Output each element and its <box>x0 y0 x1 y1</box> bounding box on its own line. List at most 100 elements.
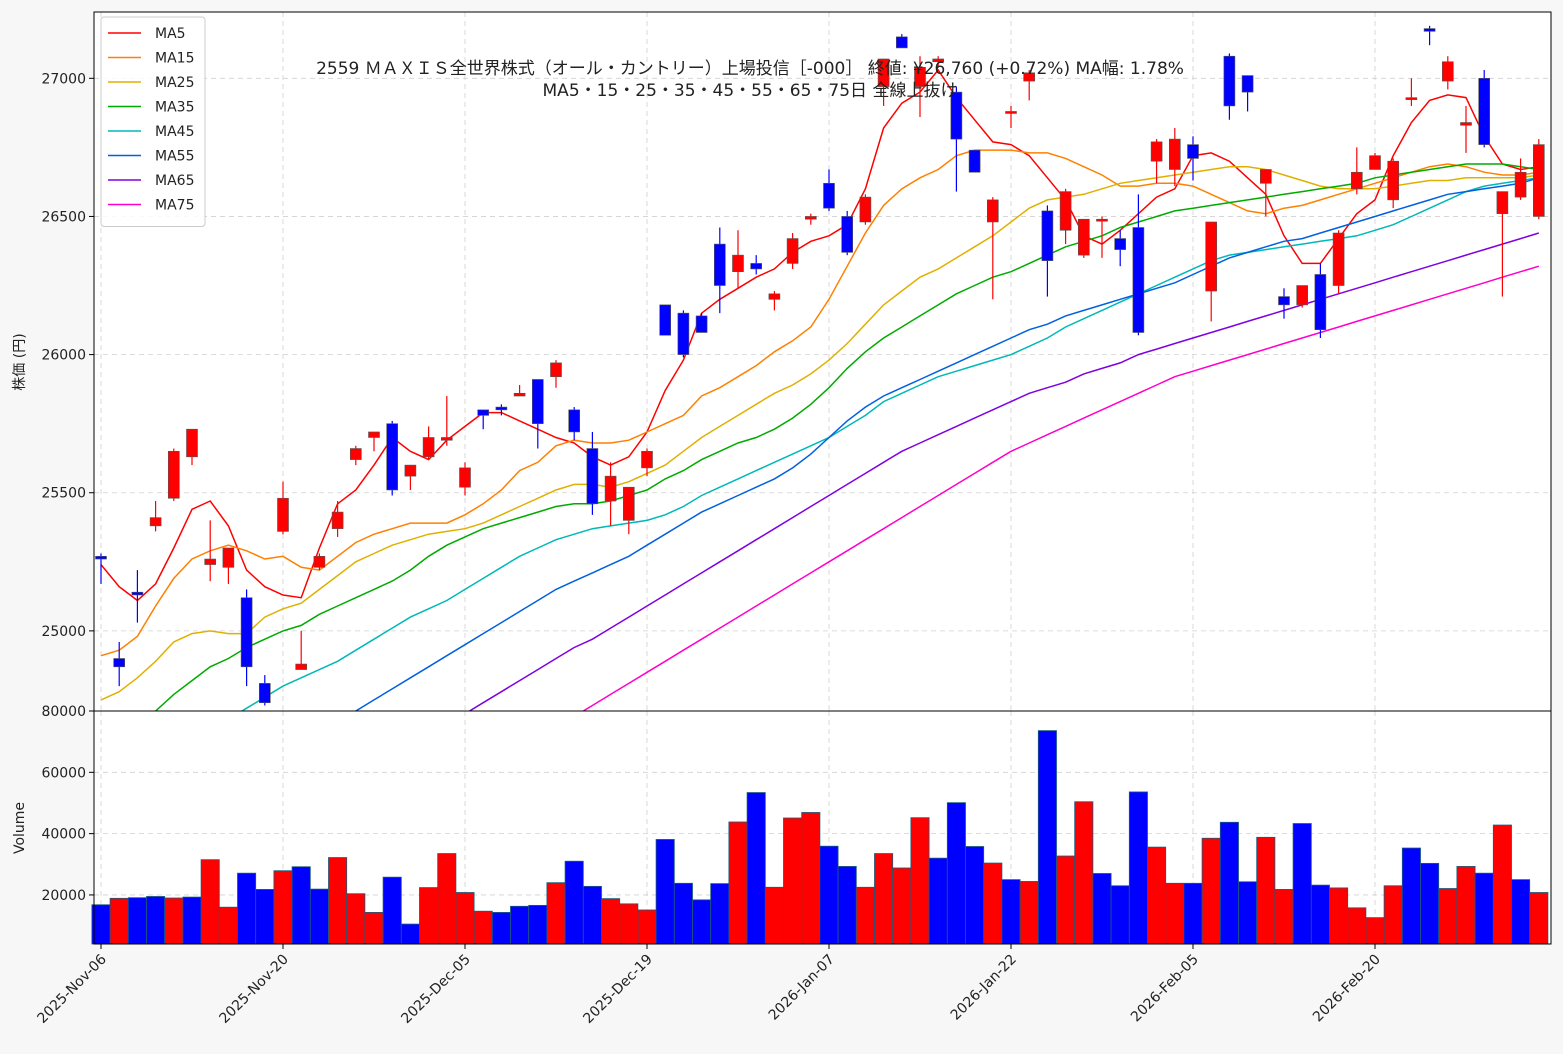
volume-bar <box>1128 791 1148 945</box>
volume-bar <box>892 867 912 945</box>
legend-label-ma5: MA5 <box>155 26 186 42</box>
candle-body <box>604 475 617 502</box>
volume-bar <box>510 905 530 945</box>
volume-bar <box>419 887 439 945</box>
ma-line-ma25 <box>100 165 1539 701</box>
candle-body <box>641 450 653 469</box>
volume-bar <box>346 893 366 945</box>
volume-bar <box>1074 801 1094 945</box>
volume-bar <box>437 853 457 945</box>
volume-bar <box>819 845 839 945</box>
volume-bar <box>1329 887 1349 945</box>
volume-bar <box>182 896 202 945</box>
candle-body <box>1514 171 1527 198</box>
candle-body <box>1150 141 1163 162</box>
candle-body <box>1059 191 1072 231</box>
price-tick-label: 26000 <box>41 348 86 364</box>
candle-body <box>1223 55 1236 107</box>
volume-bar <box>364 912 384 945</box>
volume-bar <box>200 859 220 945</box>
candle-body <box>1314 274 1327 331</box>
candle-body <box>422 437 435 458</box>
volume-bar <box>455 892 475 945</box>
volume-bar <box>164 897 184 945</box>
volume-bar <box>146 896 166 945</box>
volume-bar <box>1383 885 1403 945</box>
volume-bar <box>710 883 730 945</box>
candle-body <box>713 243 726 286</box>
volume-bar <box>382 876 402 945</box>
volume-bar <box>109 897 129 945</box>
legend-box <box>100 16 206 227</box>
candle-body <box>1096 218 1108 222</box>
price-plot-area <box>94 12 1551 711</box>
volume-bar <box>673 882 693 945</box>
volume-bar <box>855 886 875 945</box>
volume-bar <box>1401 847 1421 945</box>
candle-body <box>349 448 362 460</box>
chart-title: 2559 ＭＡＸＩＳ全世界株式（オール・カントリー）上場投信［-000］ 終値:… <box>316 59 1184 79</box>
candlesticks <box>95 25 1545 706</box>
candle-body <box>550 362 562 377</box>
volume-bar <box>783 817 803 945</box>
volume-bar <box>291 866 311 945</box>
volume-bar <box>983 862 1003 945</box>
legend-label-ma75: MA75 <box>155 198 194 214</box>
volume-bar <box>601 898 621 945</box>
candle-body <box>513 392 526 397</box>
volume-bar <box>491 912 511 945</box>
volume-plot-frame <box>93 710 1552 945</box>
volume-bar <box>1256 836 1276 945</box>
candle-body <box>568 409 581 433</box>
volume-bar <box>1274 889 1294 945</box>
volume-bar <box>582 885 602 945</box>
volume-bar <box>309 888 329 945</box>
volume-bar <box>400 923 420 945</box>
volume-bar <box>728 821 748 945</box>
candle-body <box>477 409 490 416</box>
candle-body <box>1169 138 1181 170</box>
volume-bar <box>473 910 493 945</box>
candle-body <box>531 379 544 424</box>
volume-bar <box>1511 879 1531 945</box>
volume-axis-label: Volume <box>12 802 28 854</box>
candle-body <box>804 216 817 220</box>
candle-body <box>1478 78 1490 145</box>
candle-body <box>149 517 162 527</box>
volume-bar <box>746 792 766 945</box>
volume-bar <box>1019 881 1039 945</box>
candle-body <box>277 497 289 532</box>
volume-bar <box>692 899 712 945</box>
volume-tick-label: 40000 <box>41 827 86 843</box>
candle-body <box>1387 160 1399 201</box>
volume-bar <box>1438 888 1458 945</box>
volume-bar <box>237 872 257 945</box>
chart-legend: MA5 MA15 MA25 MA35 MA45 MA55 MA65 MA75 <box>100 16 206 227</box>
candle-body <box>313 555 326 568</box>
ma-line-ma5 <box>100 68 1539 602</box>
candle-body <box>295 663 308 670</box>
volume-bar <box>1456 866 1476 945</box>
candle-body <box>1296 285 1308 306</box>
candle-body <box>1351 171 1363 190</box>
volume-bar <box>1420 862 1440 945</box>
price-axis-label: 株価 (円) <box>12 333 28 390</box>
candle-body <box>186 428 198 458</box>
candle-body <box>1041 210 1054 261</box>
volume-bar <box>1365 917 1385 945</box>
candle-body <box>1278 296 1290 306</box>
ma-line-ma35 <box>154 163 1539 711</box>
price-tick-label: 27000 <box>41 71 86 87</box>
candle-body <box>1005 111 1017 114</box>
candle-body <box>1533 144 1545 217</box>
volume-bar <box>1219 821 1239 945</box>
volume-bar <box>1492 824 1512 945</box>
volume-bar <box>1037 730 1057 945</box>
volume-tick-label: 20000 <box>41 888 86 904</box>
volume-bar <box>928 857 948 945</box>
volume-bar <box>801 812 821 945</box>
volume-bar <box>528 904 548 945</box>
volume-bar <box>1165 882 1185 945</box>
